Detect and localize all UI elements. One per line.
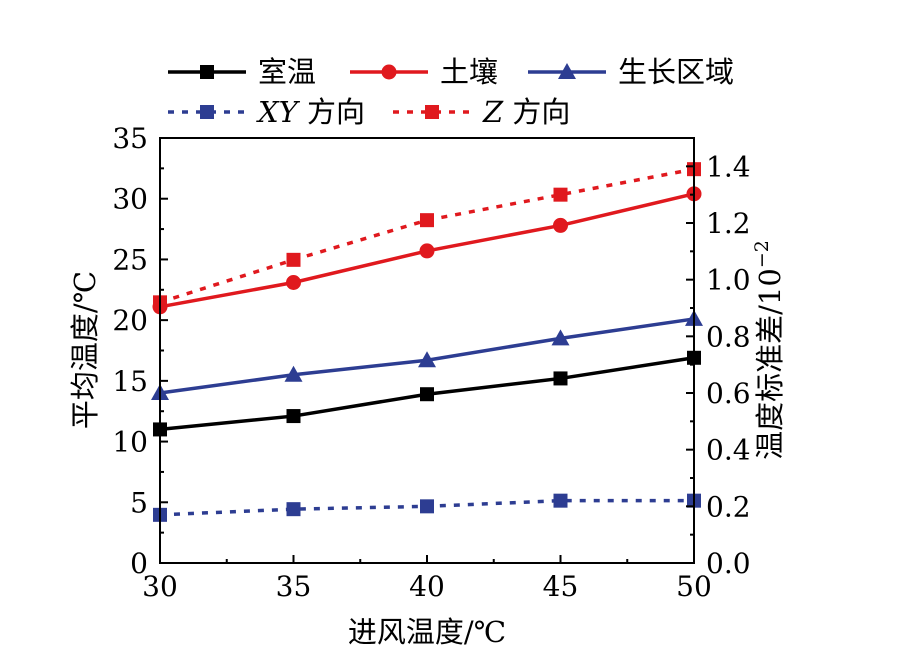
y2-tick-label: 0.6 [706,377,751,410]
legend-label: Z 方向 [482,95,570,129]
y-tick-label: 20 [112,304,148,337]
y2-tick-label: 0.2 [706,490,751,523]
tick-layer: 30 35 40 45 50 0 5 10 15 20 25 30 35 0.0 0.2 0.4 0.6 0.8 1… [112,122,750,603]
series [151,309,703,400]
legend-marker [558,63,576,79]
legend-label: 生长区域 [618,55,734,89]
legend-marker [425,105,439,119]
y-tick-label: 25 [112,243,148,276]
data-point [553,493,568,508]
data-point [286,502,301,517]
data-point [420,213,434,228]
data-point [286,252,301,267]
y-tick-label: 15 [112,365,148,398]
data-point [419,243,435,259]
legend-marker [200,105,214,119]
series-line [159,167,695,305]
x-tick-label: 35 [276,570,312,603]
legend-marker [381,64,397,80]
x-tick-label: 30 [142,570,178,603]
y2-axis-label: 温度标准差/10−2 [751,240,787,460]
legend-item: 生长区域 [528,55,734,89]
data-point [286,275,301,290]
data-point [553,217,568,233]
series-layer [151,162,703,522]
data-point [418,351,436,368]
x-axis-label: 进风温度/℃ [348,615,506,649]
y-tick-label: 10 [112,426,148,459]
x-tick-label: 40 [409,570,445,603]
data-point [284,365,303,382]
y2-axis-label-exponent: −2 [751,240,773,268]
y-tick-label: 0 [130,547,148,580]
data-point [286,409,301,424]
y2-tick-label: 1.2 [706,207,751,240]
y2-axis-label-main: 温度标准差/10 [753,268,787,460]
data-point [553,371,568,386]
y-tick-label: 30 [112,183,148,216]
y-tick-label: 5 [130,486,148,519]
data-point [551,329,570,346]
legend-item: Z 方向 [393,95,570,129]
data-point [420,387,434,402]
data-point [553,187,568,202]
legend-label: XY 方向 [256,95,365,129]
y2-tick-label: 1.4 [706,150,751,183]
data-point [420,499,434,514]
y2-tick-label: 0.8 [706,320,751,353]
series [152,186,702,315]
x-tick-label: 50 [676,570,712,603]
y2-tick-label: 1.0 [706,264,751,297]
y2-tick-label: 0.4 [706,434,751,467]
legend-item: 室温 [168,55,316,89]
series [153,162,701,310]
y2-tick-label: 0.0 [706,547,751,580]
plot-frame [159,137,695,564]
legend-label: 土壤 [440,55,498,89]
series [153,493,701,522]
y-tick-label: 35 [112,122,148,155]
y-axis-label: 平均温度/℃ [68,271,102,429]
legend-marker [200,65,214,79]
legend: 室温 土壤 生长区域 XY 方向 Z 方向 [168,55,734,129]
x-tick-label: 45 [543,570,579,603]
legend-label: 室温 [258,55,316,89]
legend-item: XY 方向 [168,95,365,129]
legend-item: 土壤 [350,55,498,89]
